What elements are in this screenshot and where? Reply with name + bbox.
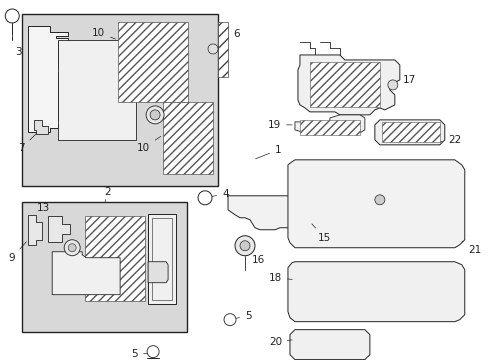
Circle shape <box>374 195 384 205</box>
Text: 10: 10 <box>137 136 161 153</box>
Text: 2: 2 <box>103 187 110 202</box>
Bar <box>152 218 172 300</box>
Text: 7: 7 <box>19 132 38 153</box>
Bar <box>381 122 439 142</box>
Text: 5: 5 <box>131 348 150 359</box>
Text: 19: 19 <box>267 120 291 130</box>
Circle shape <box>147 346 159 357</box>
Text: 16: 16 <box>244 250 264 265</box>
Bar <box>299 120 359 135</box>
Text: 20: 20 <box>268 337 292 347</box>
Circle shape <box>207 44 218 54</box>
Polygon shape <box>48 216 70 242</box>
Circle shape <box>387 80 397 90</box>
Text: 1: 1 <box>255 145 281 159</box>
Circle shape <box>240 241 249 251</box>
Circle shape <box>235 236 254 256</box>
Bar <box>58 40 136 140</box>
Text: 13: 13 <box>37 203 55 218</box>
Bar <box>148 214 176 304</box>
Polygon shape <box>287 160 464 248</box>
Text: 6: 6 <box>220 29 239 39</box>
Bar <box>163 102 213 174</box>
Bar <box>309 62 379 107</box>
Bar <box>22 14 218 186</box>
Text: 8: 8 <box>131 263 145 273</box>
Text: 5: 5 <box>232 311 251 321</box>
Bar <box>118 22 188 102</box>
Circle shape <box>150 110 160 120</box>
Circle shape <box>68 244 76 252</box>
Polygon shape <box>297 55 399 115</box>
Polygon shape <box>287 262 464 322</box>
Circle shape <box>198 191 212 205</box>
Polygon shape <box>28 26 68 132</box>
Bar <box>218 22 227 77</box>
Text: 15: 15 <box>311 224 330 243</box>
Polygon shape <box>227 196 384 232</box>
Circle shape <box>224 314 236 326</box>
Circle shape <box>5 9 19 23</box>
Text: 3: 3 <box>15 47 21 57</box>
Polygon shape <box>148 262 168 283</box>
Text: 21: 21 <box>461 241 480 255</box>
Text: 14: 14 <box>148 258 168 273</box>
Text: 12: 12 <box>155 95 175 110</box>
Polygon shape <box>52 252 120 295</box>
Polygon shape <box>289 330 369 360</box>
Polygon shape <box>374 120 444 145</box>
Polygon shape <box>294 115 364 133</box>
Text: 18: 18 <box>268 273 292 283</box>
Bar <box>22 202 187 332</box>
Polygon shape <box>28 215 42 245</box>
Text: 10: 10 <box>92 28 115 39</box>
Text: 22: 22 <box>439 135 460 145</box>
Text: 4: 4 <box>207 189 228 199</box>
Text: 11: 11 <box>117 217 133 233</box>
Circle shape <box>146 106 164 124</box>
Bar <box>85 216 145 301</box>
Text: 17: 17 <box>392 75 415 85</box>
Polygon shape <box>34 120 48 134</box>
Circle shape <box>64 240 80 256</box>
Text: 9: 9 <box>9 242 26 263</box>
